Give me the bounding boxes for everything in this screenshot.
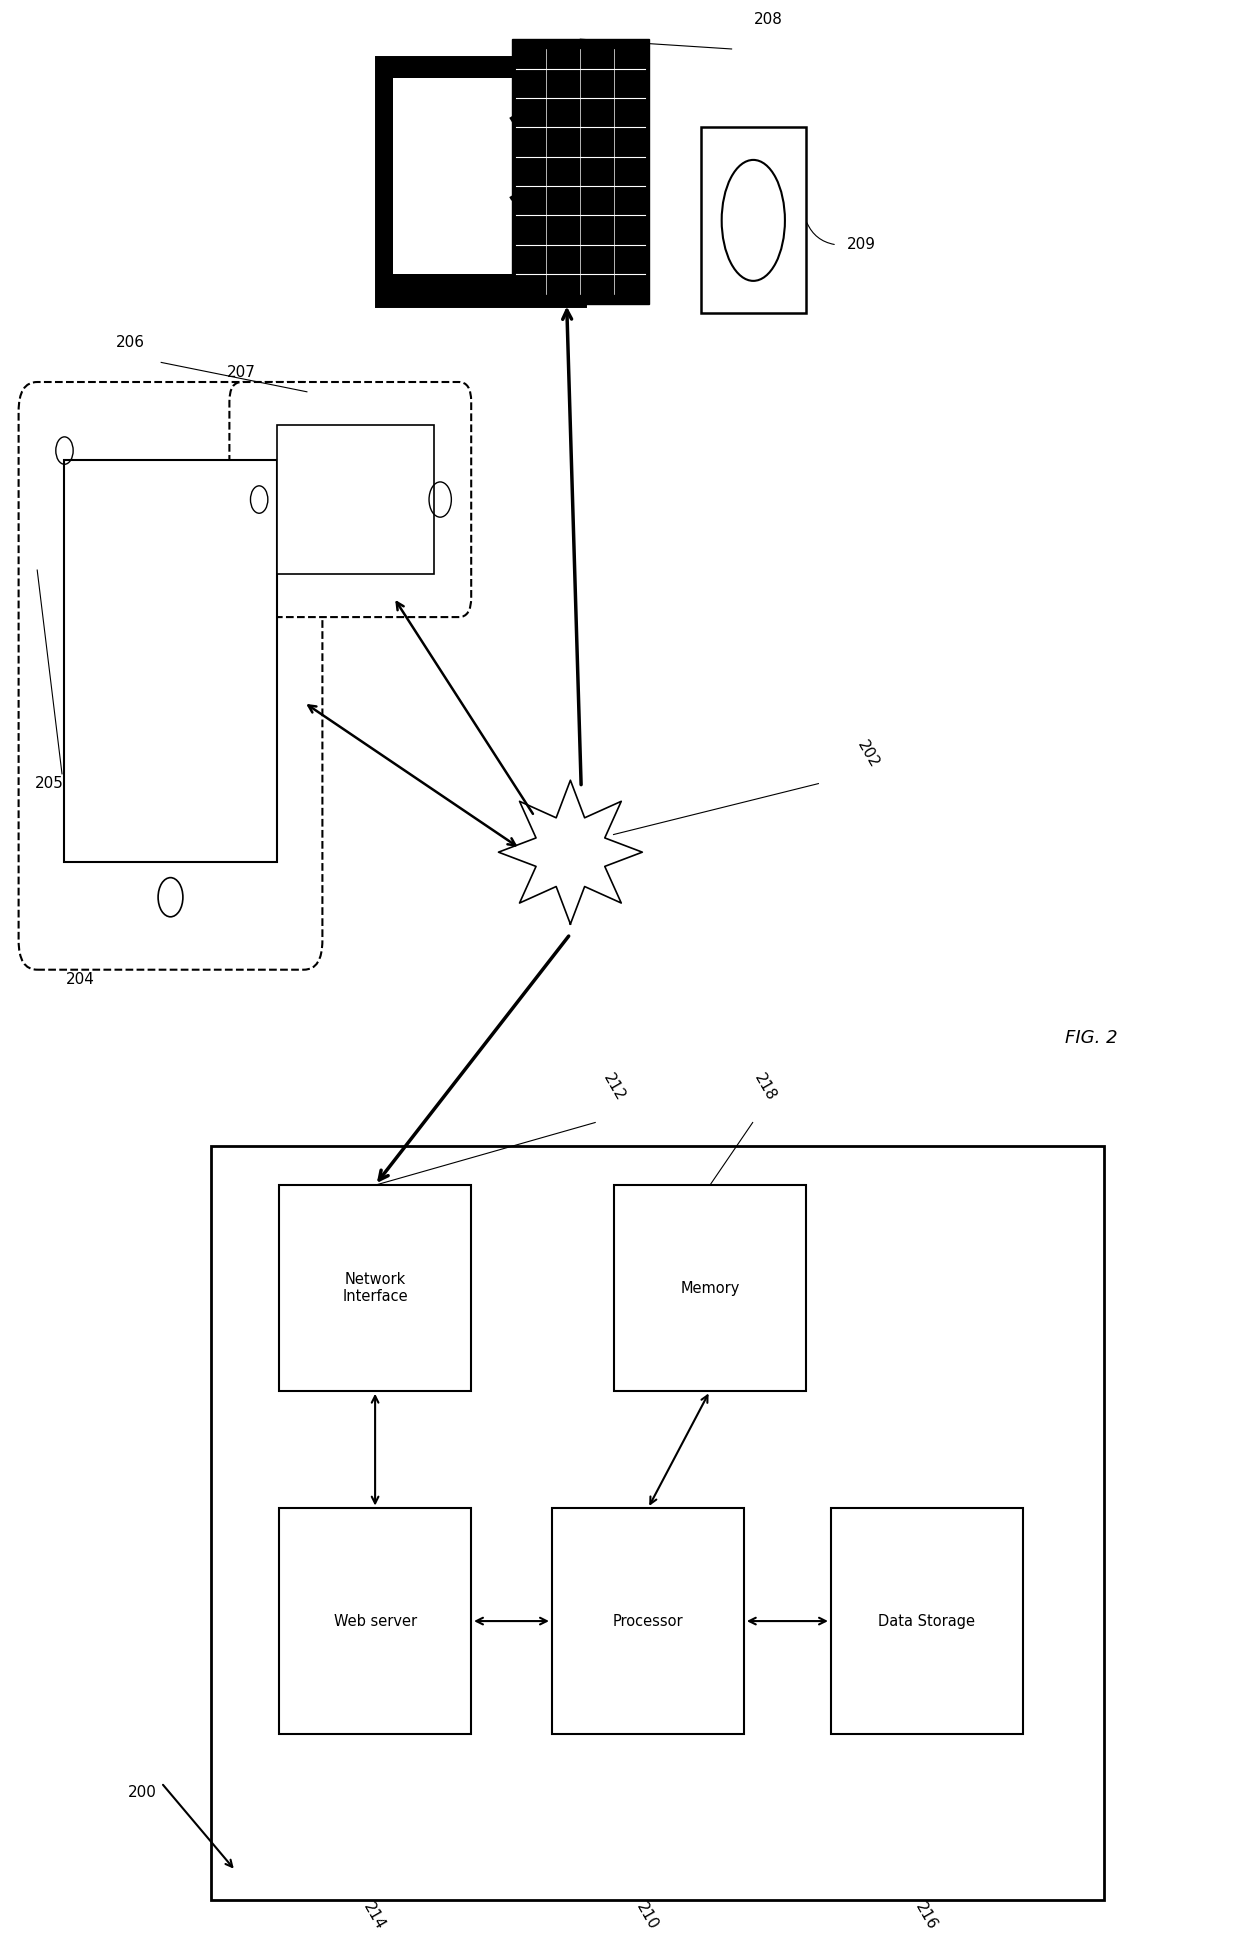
Bar: [512, 39, 649, 304]
Text: 209: 209: [847, 237, 877, 253]
Text: 206: 206: [115, 335, 145, 351]
Text: 214: 214: [361, 1900, 388, 1932]
Text: 200: 200: [128, 1785, 157, 1800]
Text: Data Storage: Data Storage: [878, 1614, 976, 1628]
Text: 204: 204: [66, 972, 95, 987]
Bar: [614, 1185, 806, 1391]
Text: FIG. 2: FIG. 2: [1065, 1028, 1117, 1048]
FancyBboxPatch shape: [229, 382, 471, 617]
Text: 210: 210: [634, 1900, 661, 1932]
Text: 205: 205: [35, 776, 64, 791]
Bar: [378, 59, 583, 304]
Bar: [279, 1185, 471, 1391]
FancyBboxPatch shape: [19, 382, 322, 970]
Bar: [393, 78, 568, 274]
Text: 212: 212: [600, 1072, 627, 1103]
Text: 202: 202: [854, 739, 882, 770]
Bar: [277, 425, 434, 574]
Bar: [552, 1508, 744, 1734]
Text: Processor: Processor: [613, 1614, 683, 1628]
Text: 207: 207: [227, 364, 257, 380]
Text: Memory: Memory: [681, 1281, 739, 1295]
Bar: [701, 127, 806, 313]
Text: Network
Interface: Network Interface: [342, 1271, 408, 1305]
Text: 208: 208: [754, 12, 784, 27]
Bar: [831, 1508, 1023, 1734]
Bar: [279, 1508, 471, 1734]
Text: 218: 218: [751, 1072, 779, 1103]
Bar: [211, 1146, 1104, 1900]
Bar: [64, 460, 277, 862]
Text: 216: 216: [913, 1900, 940, 1932]
Text: Web server: Web server: [334, 1614, 417, 1628]
